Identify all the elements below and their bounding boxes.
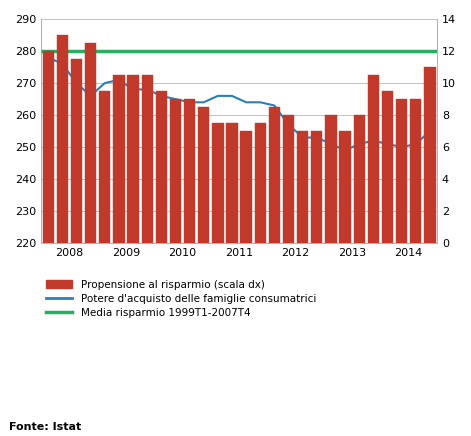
Bar xyxy=(340,131,351,243)
Bar xyxy=(410,99,422,243)
Bar xyxy=(297,131,309,243)
Text: Fonte: Istat: Fonte: Istat xyxy=(9,422,81,432)
Bar xyxy=(424,67,436,243)
Bar xyxy=(368,75,379,243)
Bar xyxy=(71,59,82,243)
Bar xyxy=(269,107,280,243)
Bar xyxy=(354,115,365,243)
Bar xyxy=(227,123,238,243)
Bar xyxy=(382,91,393,243)
Bar xyxy=(283,115,294,243)
Bar xyxy=(311,131,323,243)
Bar xyxy=(255,123,266,243)
Bar xyxy=(325,115,337,243)
Bar xyxy=(184,99,195,243)
Bar xyxy=(198,107,210,243)
Bar xyxy=(57,35,68,243)
Bar xyxy=(141,75,153,243)
Bar xyxy=(113,75,124,243)
Bar xyxy=(155,91,167,243)
Bar xyxy=(85,43,96,243)
Bar xyxy=(396,99,407,243)
Bar xyxy=(42,51,54,243)
Bar xyxy=(99,91,110,243)
Bar xyxy=(170,99,181,243)
Bar xyxy=(127,75,138,243)
Bar xyxy=(241,131,252,243)
Legend: Propensione al risparmio (scala dx), Potere d'acquisto delle famiglie consumatri: Propensione al risparmio (scala dx), Pot… xyxy=(46,280,316,318)
Bar xyxy=(212,123,224,243)
